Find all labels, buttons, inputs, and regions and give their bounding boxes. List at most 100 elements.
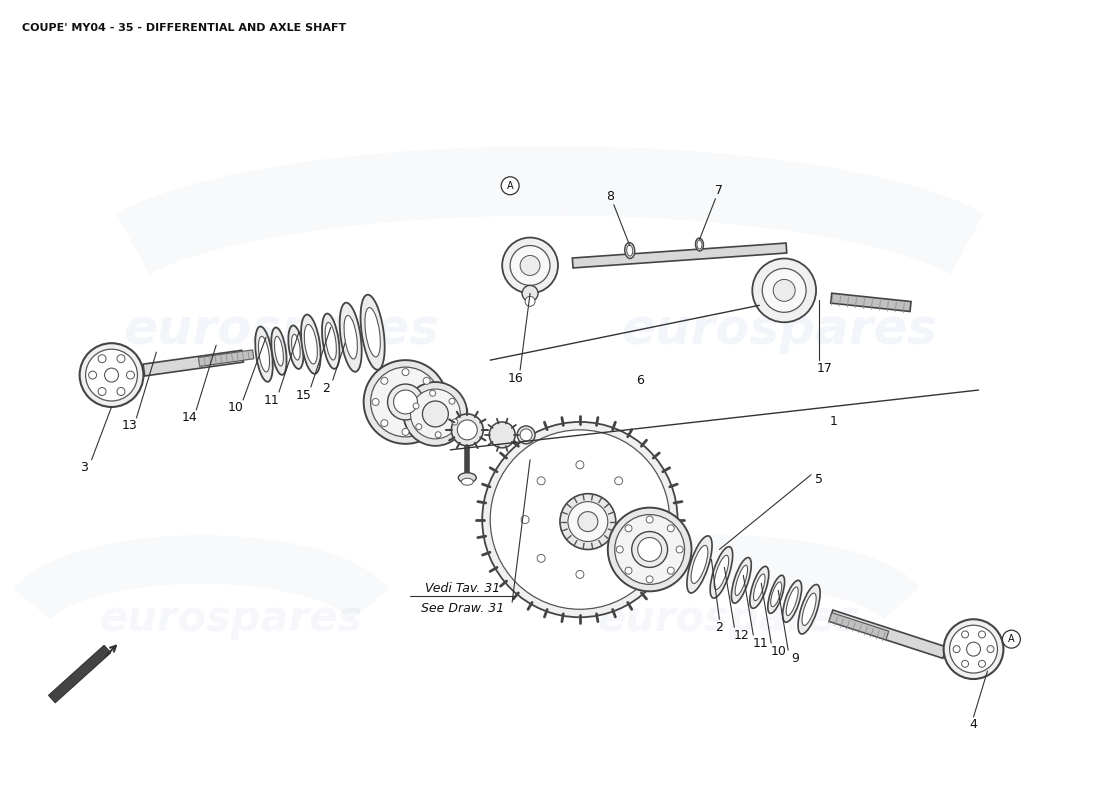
Circle shape bbox=[491, 430, 670, 610]
Circle shape bbox=[451, 414, 483, 446]
Text: eurospares: eurospares bbox=[597, 598, 861, 640]
Text: 1: 1 bbox=[830, 415, 838, 429]
Text: 12: 12 bbox=[734, 629, 749, 642]
Circle shape bbox=[422, 401, 449, 427]
Ellipse shape bbox=[461, 478, 473, 486]
Circle shape bbox=[117, 387, 125, 395]
Circle shape bbox=[522, 286, 538, 302]
Text: 8: 8 bbox=[606, 190, 614, 203]
Circle shape bbox=[676, 546, 683, 553]
Text: 10: 10 bbox=[228, 402, 244, 414]
Text: 10: 10 bbox=[770, 645, 786, 658]
Circle shape bbox=[402, 429, 409, 435]
Circle shape bbox=[537, 554, 546, 562]
Circle shape bbox=[944, 619, 1003, 679]
Circle shape bbox=[1002, 630, 1021, 648]
Circle shape bbox=[949, 626, 998, 673]
Text: eurospares: eurospares bbox=[621, 306, 937, 354]
Circle shape bbox=[525, 296, 535, 306]
Circle shape bbox=[394, 390, 418, 414]
Ellipse shape bbox=[344, 315, 358, 359]
Ellipse shape bbox=[786, 587, 799, 615]
Text: 15: 15 bbox=[296, 389, 311, 402]
Circle shape bbox=[615, 477, 623, 485]
Circle shape bbox=[961, 631, 968, 638]
Ellipse shape bbox=[625, 242, 635, 258]
Circle shape bbox=[387, 384, 424, 420]
Circle shape bbox=[424, 378, 430, 384]
Circle shape bbox=[752, 258, 816, 322]
Circle shape bbox=[89, 371, 97, 379]
Circle shape bbox=[668, 567, 674, 574]
Circle shape bbox=[520, 255, 540, 275]
Ellipse shape bbox=[361, 294, 385, 370]
Ellipse shape bbox=[783, 580, 802, 622]
Polygon shape bbox=[572, 243, 786, 268]
Text: See Draw. 31: See Draw. 31 bbox=[420, 602, 504, 614]
Circle shape bbox=[410, 389, 460, 439]
Ellipse shape bbox=[711, 546, 733, 598]
Circle shape bbox=[668, 525, 674, 532]
Circle shape bbox=[517, 426, 535, 444]
Circle shape bbox=[578, 512, 597, 531]
Text: 7: 7 bbox=[715, 184, 724, 198]
Circle shape bbox=[616, 546, 624, 553]
Ellipse shape bbox=[802, 593, 816, 626]
Circle shape bbox=[537, 477, 546, 485]
Text: 6: 6 bbox=[636, 374, 644, 386]
Circle shape bbox=[449, 398, 455, 404]
Circle shape bbox=[615, 554, 623, 562]
Circle shape bbox=[625, 525, 632, 532]
Ellipse shape bbox=[714, 555, 728, 590]
Circle shape bbox=[520, 429, 532, 441]
Circle shape bbox=[86, 349, 138, 401]
Circle shape bbox=[432, 398, 439, 406]
Polygon shape bbox=[829, 610, 946, 658]
Circle shape bbox=[452, 419, 458, 425]
Circle shape bbox=[961, 660, 968, 667]
Polygon shape bbox=[829, 613, 889, 640]
Ellipse shape bbox=[732, 558, 751, 603]
Circle shape bbox=[630, 515, 639, 523]
Circle shape bbox=[414, 403, 419, 409]
Ellipse shape bbox=[322, 314, 340, 369]
Circle shape bbox=[510, 246, 550, 286]
Circle shape bbox=[381, 420, 388, 426]
Ellipse shape bbox=[272, 327, 287, 375]
Text: 2: 2 bbox=[715, 621, 724, 634]
Ellipse shape bbox=[750, 566, 769, 608]
Circle shape bbox=[608, 508, 692, 591]
Circle shape bbox=[631, 531, 668, 567]
Circle shape bbox=[104, 368, 119, 382]
Ellipse shape bbox=[768, 575, 784, 614]
Text: A: A bbox=[1008, 634, 1014, 644]
Ellipse shape bbox=[627, 245, 632, 256]
Circle shape bbox=[490, 422, 515, 448]
Ellipse shape bbox=[697, 240, 702, 249]
Circle shape bbox=[646, 576, 653, 583]
Circle shape bbox=[79, 343, 143, 407]
Circle shape bbox=[625, 567, 632, 574]
Circle shape bbox=[458, 420, 477, 440]
Circle shape bbox=[416, 424, 421, 430]
Polygon shape bbox=[143, 350, 243, 376]
Circle shape bbox=[979, 631, 986, 638]
Ellipse shape bbox=[292, 334, 300, 360]
Ellipse shape bbox=[275, 336, 284, 366]
Ellipse shape bbox=[695, 238, 704, 251]
Circle shape bbox=[371, 367, 440, 437]
Ellipse shape bbox=[340, 302, 362, 372]
Circle shape bbox=[987, 646, 994, 653]
Polygon shape bbox=[198, 350, 254, 366]
Circle shape bbox=[560, 494, 616, 550]
Text: eurospares: eurospares bbox=[123, 306, 439, 354]
Ellipse shape bbox=[305, 325, 318, 364]
Circle shape bbox=[521, 515, 529, 523]
Ellipse shape bbox=[326, 322, 337, 360]
Circle shape bbox=[576, 461, 584, 469]
Circle shape bbox=[979, 660, 986, 667]
Text: 3: 3 bbox=[79, 462, 88, 474]
Text: 9: 9 bbox=[791, 652, 799, 665]
Circle shape bbox=[424, 420, 430, 426]
Circle shape bbox=[430, 390, 436, 396]
